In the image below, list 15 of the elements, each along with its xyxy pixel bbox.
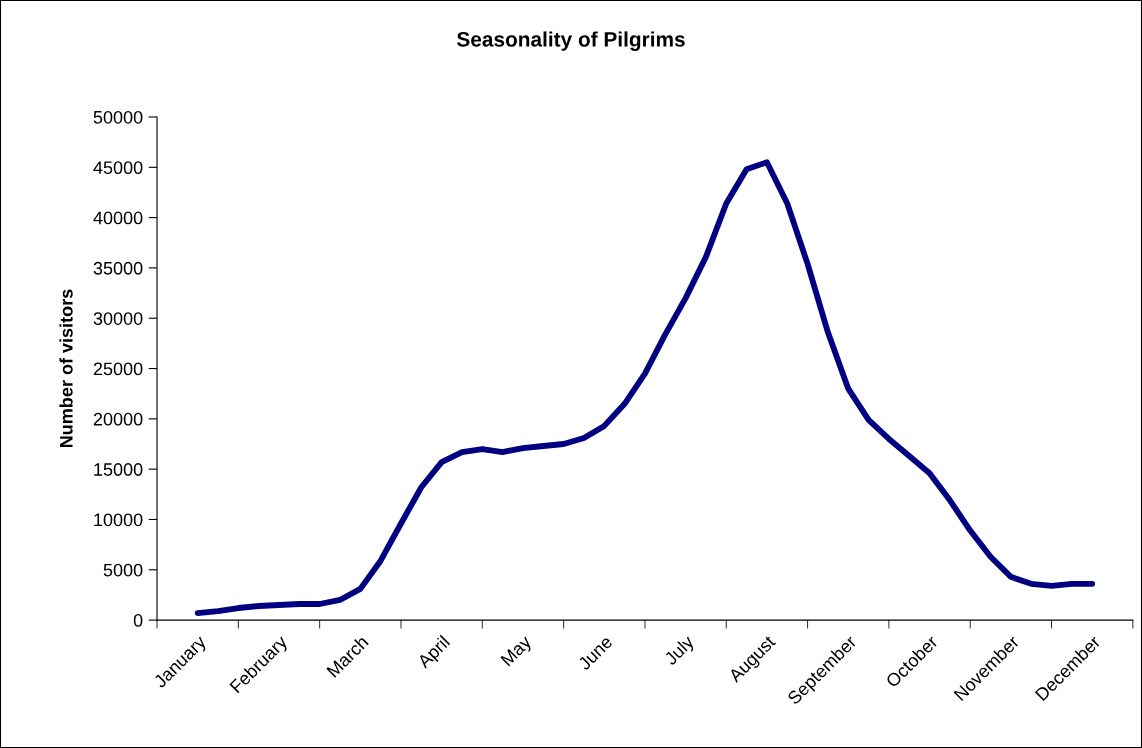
y-tick-label: 40000 <box>93 211 143 225</box>
y-tick-label: 15000 <box>94 463 143 476</box>
y-tick-label: 20000 <box>93 412 143 426</box>
y-tick-label: 45000 <box>93 161 143 175</box>
y-tick-label: 0 <box>133 614 143 627</box>
y-tick-label: 5000 <box>103 563 143 577</box>
y-axis-title: Number of visitors <box>59 289 73 448</box>
y-tick-label: 50000 <box>93 110 143 124</box>
x-tick-label: July <box>663 634 698 669</box>
x-tick-label: May <box>500 634 535 669</box>
chart-title: Seasonality of Pilgrims <box>456 31 685 51</box>
y-tick-label: 30000 <box>93 312 143 325</box>
y-tick-label: 10000 <box>94 513 143 527</box>
y-tick-label: 35000 <box>93 261 143 275</box>
y-tick-label: 25000 <box>93 362 143 376</box>
